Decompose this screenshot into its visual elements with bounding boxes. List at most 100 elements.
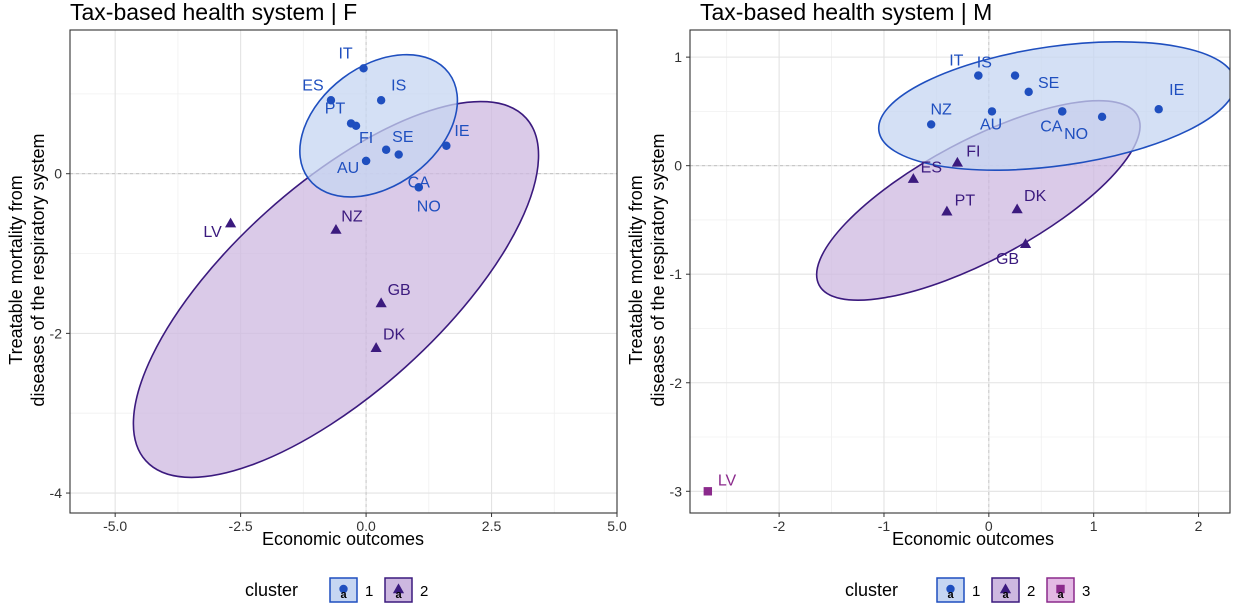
data-point-it bbox=[359, 64, 368, 73]
point-label-pt: PT bbox=[325, 100, 346, 117]
legend-key-glyph: a bbox=[1057, 589, 1064, 601]
y-tick-label: -1 bbox=[670, 266, 683, 282]
chart-panel-1: -5.0 -2.5 0.0 2.5 5.0 -4 -2 0 IT ES IS PT SE FI IE CA AU… bbox=[6, 0, 627, 603]
legend-key-1 bbox=[936, 577, 965, 603]
data-point-unlabeled bbox=[394, 150, 403, 159]
point-label-no: NO bbox=[417, 198, 441, 215]
point-label-lv: LV bbox=[718, 472, 737, 489]
point-label-it: IT bbox=[338, 45, 352, 62]
y-axis-title: Treatable mortality from diseases of the … bbox=[6, 133, 48, 406]
ellipse-layer bbox=[815, 40, 1230, 301]
legend: cluster a 1 a 2 bbox=[245, 577, 428, 603]
cluster-ellipse-1 bbox=[877, 40, 1230, 171]
legend-title: cluster bbox=[245, 580, 298, 600]
data-point-unlabeled bbox=[351, 121, 361, 131]
chart-title: Tax-based health system | M bbox=[700, 0, 992, 25]
x-tick-label: -1 bbox=[878, 518, 891, 534]
x-tick-label: 2.5 bbox=[482, 518, 502, 534]
point-label-fi: FI bbox=[359, 130, 373, 147]
legend-label-2: 2 bbox=[1027, 583, 1035, 600]
legend-marker-1 bbox=[339, 584, 348, 594]
x-tick-label: 1 bbox=[1090, 518, 1098, 534]
legend-marker-2 bbox=[999, 583, 1012, 594]
legend-key-glyph: a bbox=[1002, 589, 1009, 601]
data-point-dk bbox=[1011, 203, 1023, 214]
x-tick-label: 0 bbox=[985, 518, 993, 534]
y-tick-label: 1 bbox=[674, 49, 682, 65]
data-point-lv bbox=[224, 217, 237, 228]
data-point-pt bbox=[941, 205, 953, 216]
point-label-ie: IE bbox=[1169, 82, 1184, 99]
y-axis-title-line1: Treatable mortality from bbox=[6, 175, 26, 364]
legend-label-3: 3 bbox=[1082, 583, 1090, 600]
legend-label-1: 1 bbox=[365, 583, 373, 600]
data-point-no bbox=[1097, 112, 1107, 122]
point-label-es: ES bbox=[921, 160, 942, 177]
plot-border bbox=[69, 29, 618, 514]
legend-marker-3 bbox=[1056, 584, 1065, 594]
legend-key-glyph: a bbox=[395, 589, 402, 601]
y-tick-label: -3 bbox=[670, 483, 683, 499]
point-label-is: IS bbox=[391, 77, 406, 94]
point-label-au: AU bbox=[980, 116, 1002, 133]
y-tick-label: -4 bbox=[50, 485, 63, 501]
data-point-it bbox=[974, 71, 983, 80]
y-tick-label: -2 bbox=[50, 325, 63, 341]
point-label-au: AU bbox=[337, 160, 359, 177]
data-point-fi bbox=[951, 156, 963, 167]
point-label-es: ES bbox=[302, 77, 323, 94]
point-label-nz: NZ bbox=[341, 209, 363, 226]
x-tick-label: 5.0 bbox=[607, 518, 627, 534]
cluster-ellipse-2 bbox=[132, 100, 540, 479]
y-tick-label: 0 bbox=[674, 158, 682, 174]
legend: cluster a 1 a 2 a 3 bbox=[845, 577, 1090, 603]
data-point-au bbox=[361, 156, 371, 166]
data-point-es bbox=[326, 96, 336, 105]
plot-border bbox=[689, 29, 1231, 514]
point-label-nz: NZ bbox=[931, 101, 953, 118]
x-tick-label: -2.5 bbox=[229, 518, 253, 534]
point-label-dk: DK bbox=[383, 327, 406, 344]
y-axis-title-line1: Treatable mortality from bbox=[626, 175, 646, 364]
y-tick-label: -2 bbox=[670, 375, 683, 391]
x-tick-label: -5.0 bbox=[103, 518, 127, 534]
point-label-gb: GB bbox=[388, 282, 411, 299]
point-label-gb: GB bbox=[996, 251, 1019, 268]
data-point-nz bbox=[926, 120, 936, 129]
point-label-ca: CA bbox=[1040, 118, 1063, 135]
chart-panel-2: -2 -1 0 1 2 -3 -2 -1 0 1 IS IT SE AU CA NO IE NZ FI ES PT DK G… bbox=[626, 0, 1231, 603]
x-axis-title: Economic outcomes bbox=[892, 529, 1054, 549]
y-axis-title: Treatable mortality from diseases of the … bbox=[626, 133, 668, 406]
data-point-gb bbox=[1019, 238, 1032, 249]
x-tick-label: -2 bbox=[773, 518, 786, 534]
point-label-no: NO bbox=[1064, 126, 1088, 143]
point-label-is: IS bbox=[977, 55, 992, 72]
data-point-ca bbox=[1058, 107, 1067, 116]
data-point-is bbox=[376, 96, 386, 105]
legend-label-1: 1 bbox=[972, 583, 980, 600]
data-point-es bbox=[907, 173, 919, 183]
x-axis-title: Economic outcomes bbox=[262, 529, 424, 549]
legend-key-glyph: a bbox=[340, 589, 347, 601]
data-point-gb bbox=[375, 297, 387, 308]
cluster-ellipse-1 bbox=[299, 53, 459, 198]
data-point-lv bbox=[703, 487, 713, 496]
data-point-nz bbox=[330, 223, 342, 234]
data-point-se bbox=[1024, 87, 1033, 97]
x-tick-label: 2 bbox=[1195, 518, 1203, 534]
data-point-dk bbox=[370, 342, 382, 352]
y-axis-title-line2: diseases of the respiratory system bbox=[648, 133, 668, 406]
point-label-ie: IE bbox=[454, 123, 469, 140]
data-point-ie bbox=[442, 141, 451, 150]
data-point-ie bbox=[1154, 105, 1163, 114]
point-label-ca: CA bbox=[408, 174, 431, 191]
point-label-it: IT bbox=[949, 53, 963, 70]
chart-title: Tax-based health system | F bbox=[70, 0, 357, 25]
point-label-se: SE bbox=[1038, 75, 1059, 92]
legend-label-2: 2 bbox=[420, 583, 428, 600]
legend-key-glyph: a bbox=[947, 589, 954, 601]
point-label-lv: LV bbox=[203, 224, 222, 241]
data-point-au bbox=[987, 107, 997, 116]
legend-title: cluster bbox=[845, 580, 898, 600]
